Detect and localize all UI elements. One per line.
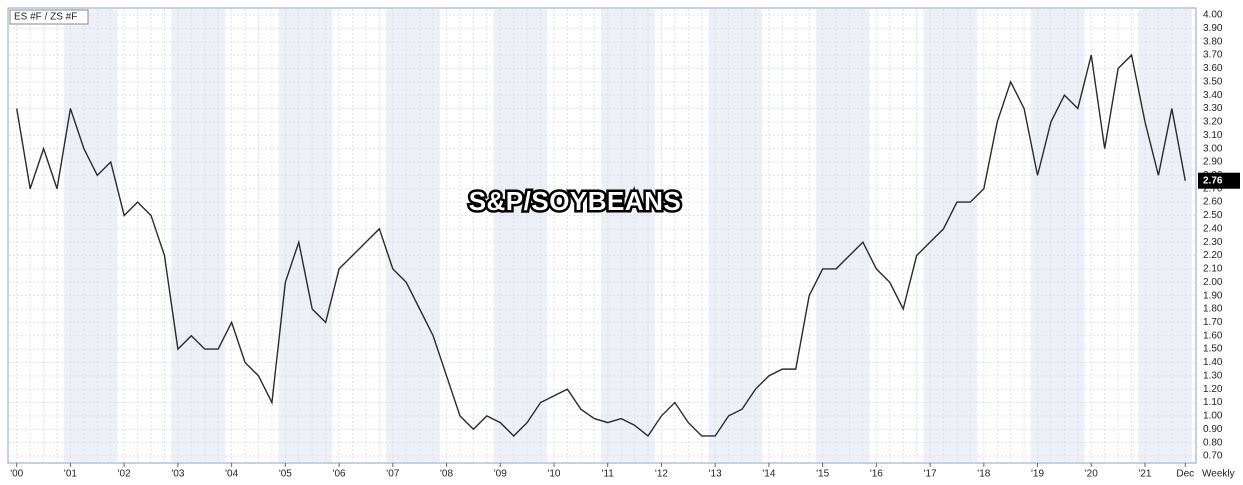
- y-tick-label: 2.50: [1203, 210, 1223, 221]
- y-tick-label: 2.40: [1203, 223, 1223, 234]
- x-tick-label: '14: [762, 469, 775, 480]
- y-tick-label: 3.90: [1203, 23, 1223, 34]
- y-tick-label: 1.40: [1203, 357, 1223, 368]
- year-band: [815, 9, 870, 462]
- x-tick-label: '04: [225, 469, 238, 480]
- year-band: [1030, 9, 1085, 462]
- last-value-box: [1198, 172, 1240, 189]
- year-band: [63, 9, 118, 462]
- y-tick-label: 1.70: [1203, 317, 1223, 328]
- y-tick-label: 2.60: [1203, 197, 1223, 208]
- x-tick-label: Dec: [1176, 469, 1194, 480]
- y-tick-label: 3.30: [1203, 103, 1223, 114]
- x-tick-label: '03: [171, 469, 184, 480]
- x-tick-label: '05: [279, 469, 292, 480]
- y-tick-label: 0.90: [1203, 424, 1223, 435]
- period-label: Weekly: [1202, 469, 1235, 480]
- x-tick-label: '18: [977, 469, 990, 480]
- y-tick-label: 2.20: [1203, 250, 1223, 261]
- x-tick-label: '12: [655, 469, 668, 480]
- x-tick-label: '10: [547, 469, 560, 480]
- chart-title: S&P/SOYBEANS: [469, 186, 682, 216]
- y-tick-label: 2.00: [1203, 277, 1223, 288]
- y-tick-label: 2.90: [1203, 157, 1223, 168]
- x-tick-label: '21: [1138, 469, 1151, 480]
- y-tick-label: 1.50: [1203, 344, 1223, 355]
- legend-box: [9, 9, 89, 25]
- x-tick-label: '19: [1031, 469, 1044, 480]
- y-tick-label: 0.70: [1203, 451, 1223, 462]
- x-tick-label: '13: [709, 469, 722, 480]
- x-tick-label: '00: [10, 469, 23, 480]
- y-tick-label: 1.20: [1203, 384, 1223, 395]
- y-tick-label: 3.00: [1203, 143, 1223, 154]
- y-tick-label: 3.50: [1203, 76, 1223, 87]
- y-tick-label: 2.30: [1203, 237, 1223, 248]
- y-tick-label: 0.80: [1203, 437, 1223, 448]
- y-tick-label: 3.80: [1203, 36, 1223, 47]
- x-tick-label: '02: [118, 469, 131, 480]
- x-tick-label: '08: [440, 469, 453, 480]
- year-band: [278, 9, 333, 462]
- x-tick-label: '15: [816, 469, 829, 480]
- year-band: [171, 9, 225, 462]
- x-tick-label: '07: [386, 469, 399, 480]
- y-tick-label: 3.20: [1203, 117, 1223, 128]
- y-tick-label: 3.60: [1203, 63, 1223, 74]
- x-tick-label: '11: [602, 469, 615, 480]
- y-tick-label: 1.80: [1203, 304, 1223, 315]
- year-band: [1138, 9, 1192, 462]
- series-line: [16, 53, 1186, 437]
- x-tick-label: '09: [494, 469, 507, 480]
- y-tick-label: 2.10: [1203, 264, 1223, 275]
- y-tick-label: 1.10: [1203, 397, 1223, 408]
- y-tick-label: 1.30: [1203, 370, 1223, 381]
- y-tick-label: 2.70: [1203, 183, 1223, 194]
- year-band: [923, 9, 978, 462]
- x-tick-label: '06: [333, 469, 346, 480]
- year-band: [493, 9, 548, 462]
- x-tick-label: '01: [64, 469, 77, 480]
- y-tick-label: 3.70: [1203, 50, 1223, 61]
- legend-label: ES #F / ZS #F: [14, 12, 77, 23]
- x-tick-label: '17: [924, 469, 937, 480]
- y-tick-label: 4.00: [1203, 10, 1223, 21]
- last-value-label: 2.76: [1203, 175, 1223, 186]
- x-tick-label: '16: [870, 469, 883, 480]
- y-tick-label: 1.90: [1203, 290, 1223, 301]
- y-tick-label: 3.10: [1203, 130, 1223, 141]
- year-band: [386, 9, 440, 462]
- y-tick-label: 3.40: [1203, 90, 1223, 101]
- y-tick-label: 1.60: [1203, 330, 1223, 341]
- y-tick-label: 1.00: [1203, 411, 1223, 422]
- year-band: [601, 9, 655, 462]
- x-tick-label: '20: [1085, 469, 1098, 480]
- year-band: [708, 9, 763, 462]
